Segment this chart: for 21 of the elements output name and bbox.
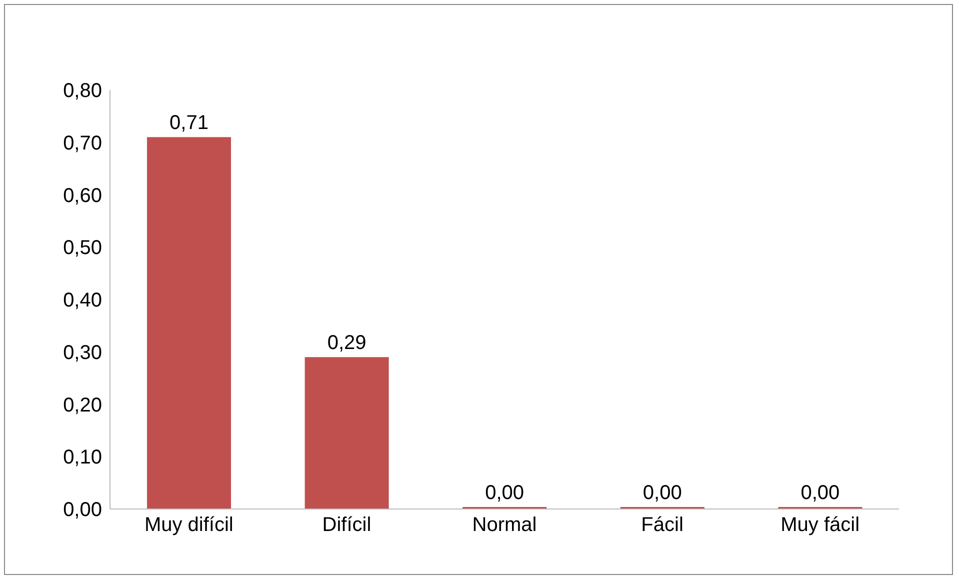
y-tick-label: 0,60	[63, 184, 102, 207]
y-tick-label: 0,70	[63, 132, 102, 154]
bar	[147, 137, 231, 509]
x-tick-label: Fácil	[641, 514, 684, 536]
y-tick-label: 0,80	[63, 80, 102, 102]
bar	[304, 357, 389, 509]
y-tick-label: 0,10	[63, 446, 102, 469]
data-label: 0,00	[485, 482, 524, 504]
x-tick-label: Normal	[472, 514, 537, 536]
data-label: 0,00	[642, 482, 682, 504]
x-tick-label: Difícil	[322, 514, 372, 536]
data-label: 0,71	[170, 112, 208, 134]
y-tick-label: 0,40	[63, 290, 102, 312]
y-tick-label: 0,20	[63, 394, 102, 416]
x-tick-label: Muy fácil	[780, 514, 860, 536]
y-tick-label: 0,30	[63, 342, 102, 364]
y-tick-label: 0,00	[63, 499, 102, 522]
x-tick-label: Muy difícil	[144, 514, 234, 536]
data-label: 0,00	[800, 482, 840, 504]
data-label: 0,29	[327, 332, 366, 354]
y-tick-label: 0,50	[63, 237, 102, 260]
